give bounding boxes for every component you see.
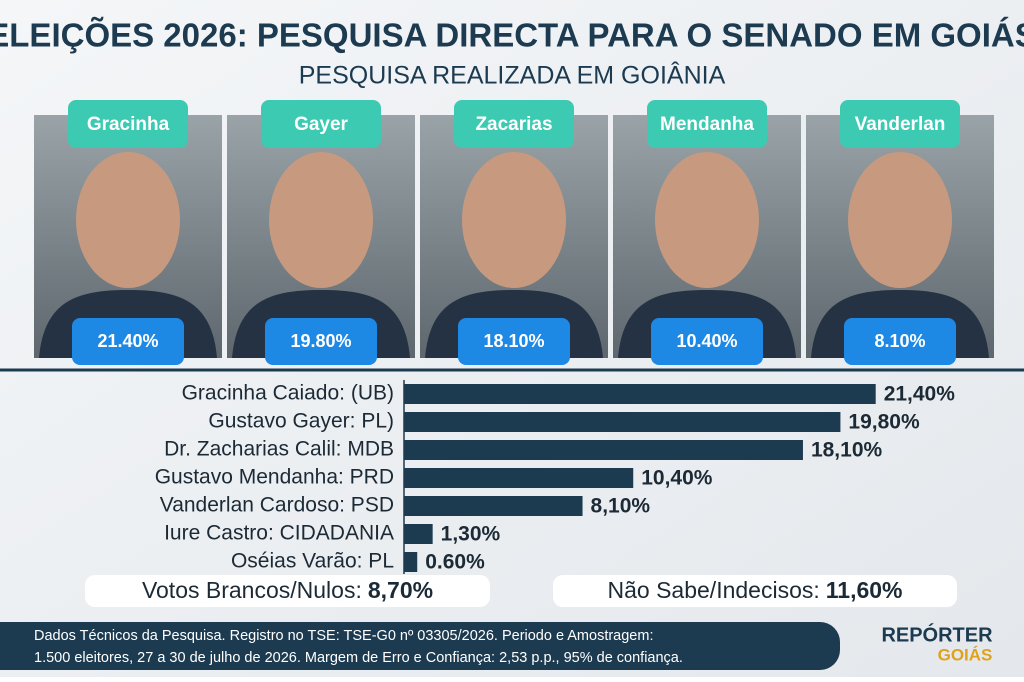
- bar: [404, 524, 433, 544]
- value-pill: [844, 318, 956, 365]
- logo-top: REPÓRTER: [881, 622, 993, 646]
- value-label: 21,40%: [884, 383, 956, 406]
- value-label: 10,40%: [641, 467, 713, 490]
- footer-line: 1.500 eleitores, 27 a 30 de julho de 202…: [34, 650, 683, 666]
- candidate-name: Gayer: [294, 114, 348, 135]
- other-answers: Votos Brancos/Nulos: 8,70% Não Sabe/Indeci…: [85, 575, 957, 607]
- bar-chart: Gracinha Caiado: (UB) 21,40% Gustavo Gayer…: [155, 380, 956, 574]
- other-pill: [553, 575, 957, 607]
- other-value: 8,70%: [368, 577, 433, 603]
- other-label: Votos Brancos/Nulos:: [142, 577, 362, 603]
- bar: [404, 468, 634, 488]
- category-label: Iure Castro: CIDADANIA: [164, 522, 394, 545]
- candidate-value: 21.40%: [97, 331, 158, 351]
- value-pill: [651, 318, 763, 365]
- footer-bar: [0, 622, 840, 670]
- value-pill: [265, 318, 377, 365]
- face: [655, 152, 759, 288]
- value-label: 18,10%: [811, 439, 883, 462]
- footer-line: Dados Técnicos da Pesquisa. Registro no …: [34, 628, 653, 644]
- other-label: Não Sabe/Indecisos:: [608, 577, 820, 603]
- candidate-cards: Gracinha 21.40% Gayer 19.80% Zacarias 18.10% M…: [34, 100, 994, 365]
- name-pill: [647, 100, 767, 148]
- bar: [404, 552, 418, 572]
- candidate-name: Mendanha: [660, 114, 754, 135]
- value-label: 1,30%: [441, 523, 501, 546]
- category-label: Oséias Varão: PL: [231, 550, 394, 573]
- other-answer: Não Sabe/Indecisos: 11,60%: [608, 577, 903, 603]
- category-label: Vanderlan Cardoso: PSD: [160, 494, 394, 517]
- candidate-name: Gracinha: [87, 114, 170, 135]
- value-label: 19,80%: [848, 411, 920, 434]
- value-label: 0.60%: [425, 551, 485, 574]
- face: [76, 152, 180, 288]
- name-pill: [68, 100, 188, 148]
- face: [462, 152, 566, 288]
- face: [848, 152, 952, 288]
- name-pill: [454, 100, 574, 148]
- category-label: Dr. Zacharias Calil: MDB: [164, 438, 394, 461]
- face: [269, 152, 373, 288]
- value-pill: [72, 318, 184, 365]
- name-pill: [261, 100, 381, 148]
- candidate-name: Zacarias: [475, 114, 552, 135]
- subtitle: PESQUISA REALIZADA EM GOIÂNIA: [299, 61, 726, 90]
- candidate-value: 19.80%: [290, 331, 351, 351]
- logo-bottom: GOIÁS: [938, 645, 993, 664]
- bar: [404, 412, 841, 432]
- other-value: 11,60%: [826, 577, 903, 603]
- other-pill: [85, 575, 490, 607]
- bar: [404, 496, 583, 516]
- candidate-value: 8.10%: [874, 331, 925, 351]
- category-label: Gracinha Caiado: (UB): [182, 382, 394, 405]
- other-answer: Votos Brancos/Nulos: 8,70%: [142, 577, 433, 603]
- name-pill: [840, 100, 960, 148]
- value-label: 8,10%: [591, 495, 651, 518]
- bar: [404, 384, 876, 404]
- candidate-value: 10.40%: [676, 331, 737, 351]
- value-pill: [458, 318, 570, 365]
- candidate-name: Vanderlan: [855, 114, 946, 135]
- candidate-value: 18.10%: [483, 331, 544, 351]
- title: ELEIÇÕES 2026: PESQUISA DIRECTA PARA O S…: [0, 17, 1024, 54]
- category-label: Gustavo Gayer: PL): [208, 410, 394, 433]
- bar: [404, 440, 803, 460]
- category-label: Gustavo Mendanha: PRD: [155, 466, 394, 489]
